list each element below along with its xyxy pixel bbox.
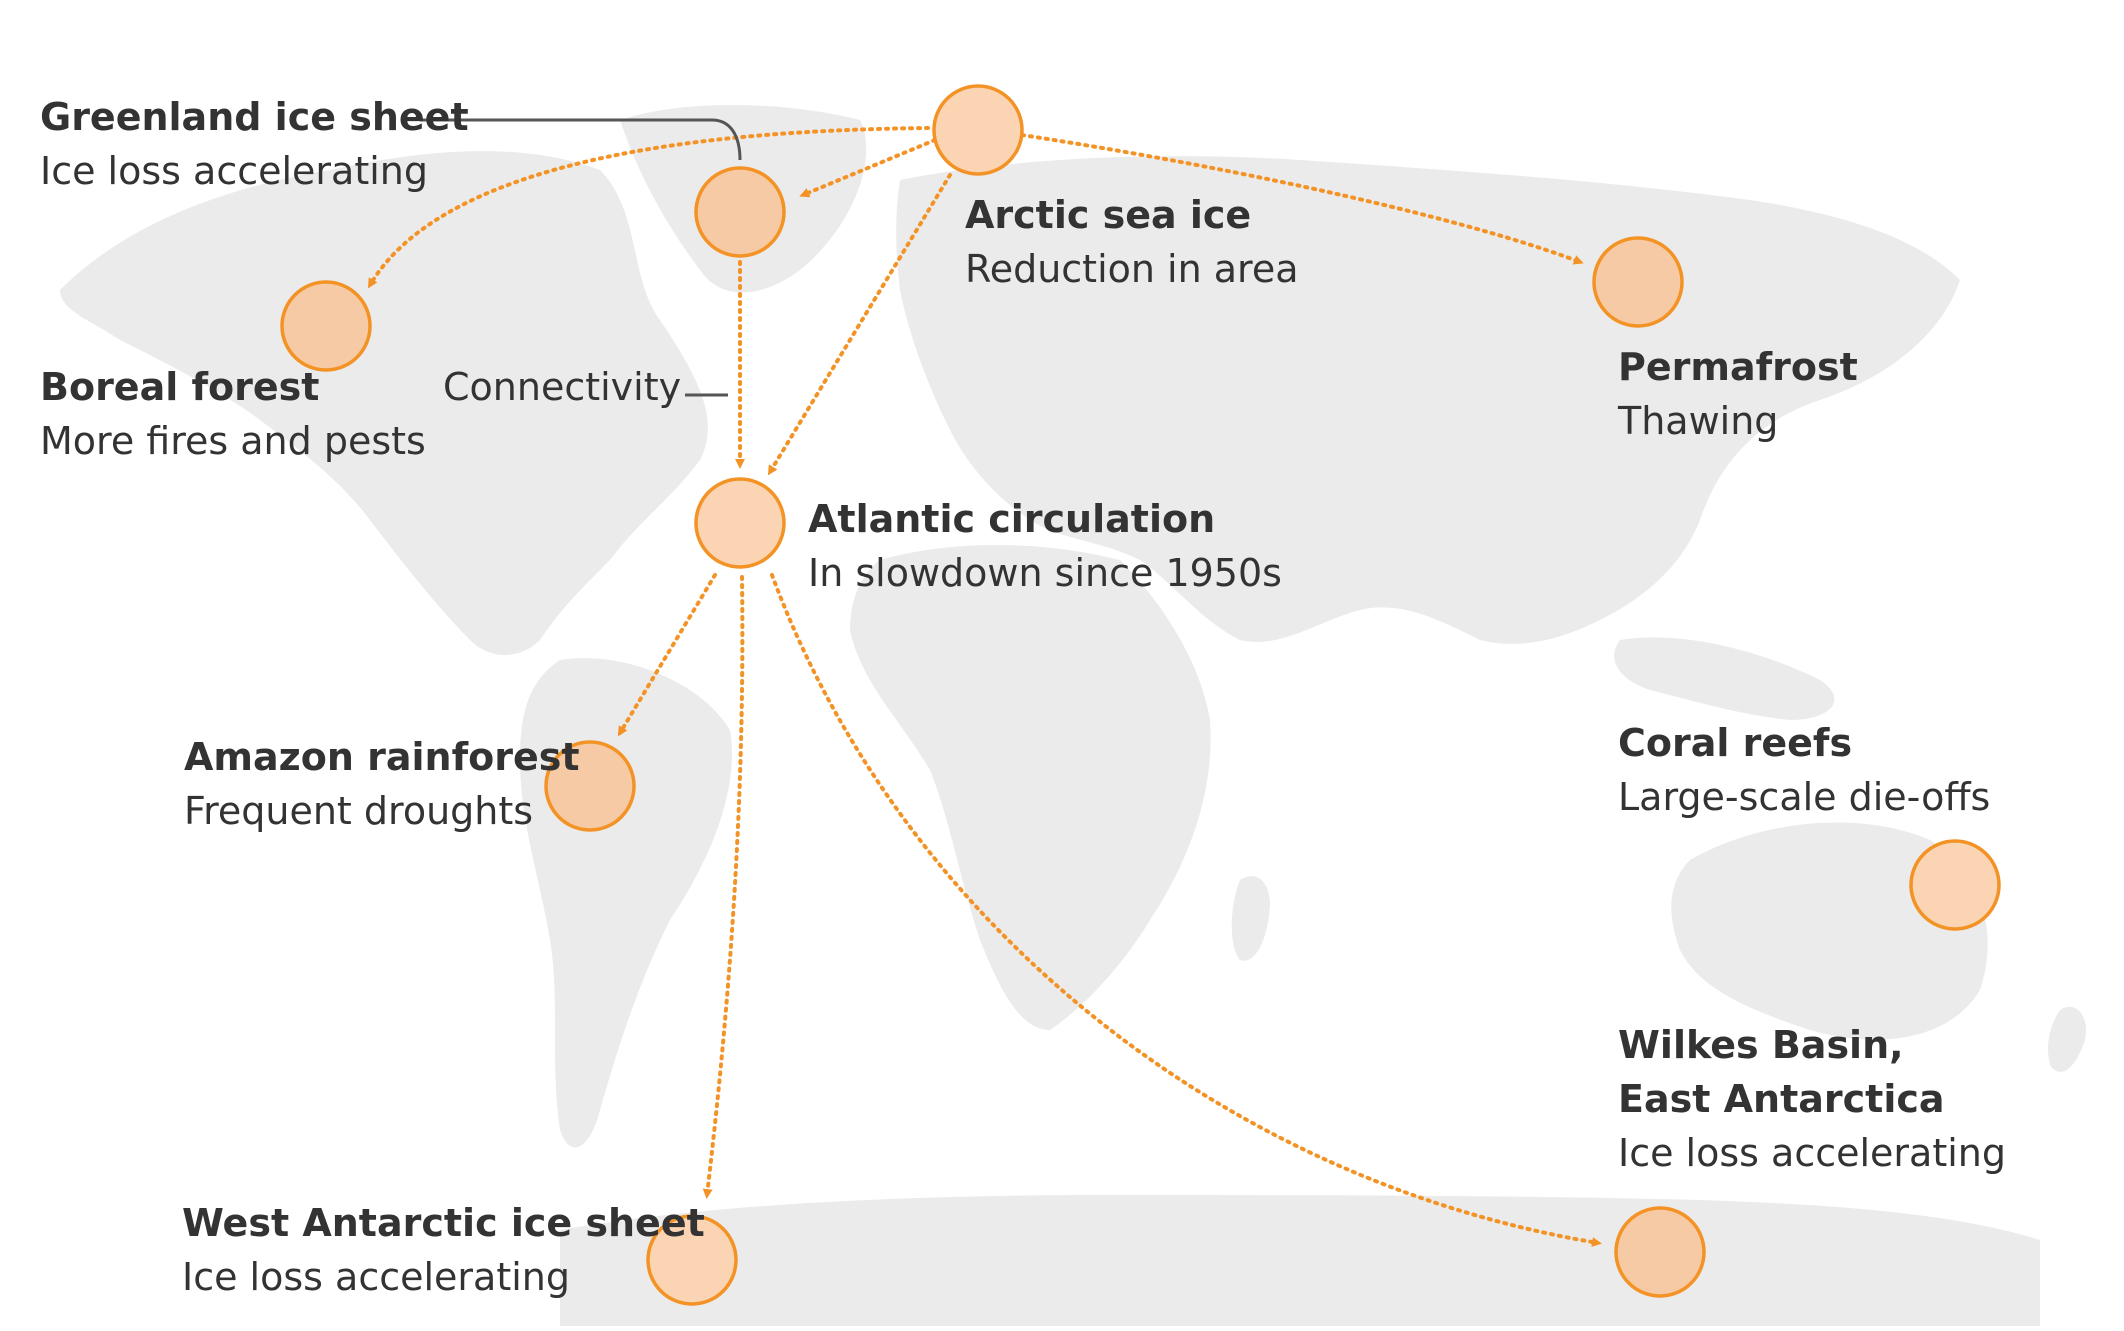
node-amazon-rainforest[interactable] (544, 740, 636, 832)
node-greenland-ice-sheet[interactable] (694, 166, 786, 258)
greenland-subtitle: Ice loss accelerating (40, 149, 428, 193)
landmass-south-america (520, 658, 732, 1148)
node-wilkes-basin[interactable] (1614, 1206, 1706, 1298)
landmass-new-zealand (2048, 1006, 2086, 1072)
arrow-atlantic-to-west-antarctic (702, 575, 745, 1199)
node-coral-reefs[interactable] (1909, 839, 2001, 931)
label-permafrost: Permafrost Thawing (1617, 345, 1858, 443)
greenland-leader-line (420, 118, 742, 161)
west-antarctic-subtitle: Ice loss accelerating (182, 1255, 570, 1299)
wilkes-subtitle: Ice loss accelerating (1618, 1131, 2006, 1175)
arrow-atlantic-to-amazon (617, 573, 717, 737)
label-coral: Coral reefs Large-scale die-offs (1618, 721, 1990, 819)
tipping-point-nodes (280, 84, 2001, 1306)
node-arctic-sea-ice[interactable] (932, 84, 1024, 176)
coral-subtitle: Large-scale die-offs (1618, 775, 1990, 819)
label-arctic: Arctic sea ice Reduction in area (965, 193, 1299, 291)
label-wilkes: Wilkes Basin, East Antarctica Ice loss a… (1618, 1023, 2006, 1175)
label-greenland: Greenland ice sheet Ice loss acceleratin… (40, 95, 469, 193)
node-atlantic-circulation[interactable] (694, 477, 786, 569)
landmass-africa (850, 545, 1211, 1030)
landmass-australia (1671, 822, 1988, 1040)
amazon-title: Amazon rainforest (184, 735, 580, 779)
node-west-antarctic-ice-sheet[interactable] (646, 1214, 738, 1306)
landmass-southeast-asia (1614, 637, 1835, 720)
greenland-title: Greenland ice sheet (40, 95, 469, 139)
label-boreal: Boreal forest More fires and pests (40, 365, 426, 463)
wilkes-title-line2: East Antarctica (1618, 1077, 1945, 1121)
arrow-arctic-to-greenland (799, 138, 937, 198)
coral-title: Coral reefs (1618, 721, 1852, 765)
boreal-title: Boreal forest (40, 365, 319, 409)
label-atlantic: Atlantic circulation In slowdown since 1… (808, 497, 1282, 595)
node-boreal-forest[interactable] (280, 280, 372, 372)
label-west-antarctic: West Antarctic ice sheet Ice loss accele… (182, 1201, 705, 1299)
arrow-arctic-to-boreal (367, 126, 930, 289)
landmass-madagascar (1231, 876, 1270, 961)
permafrost-title: Permafrost (1618, 345, 1858, 389)
boreal-subtitle: More fires and pests (40, 419, 426, 463)
landmass-eurasia (896, 156, 1960, 644)
permafrost-subtitle: Thawing (1617, 399, 1778, 443)
connectivity-legend-label: Connectivity (443, 365, 681, 409)
atlantic-subtitle: In slowdown since 1950s (808, 551, 1282, 595)
label-amazon: Amazon rainforest Frequent droughts (184, 735, 580, 833)
landmass-north-america (60, 151, 708, 655)
node-permafrost[interactable] (1592, 236, 1684, 328)
arrow-arctic-to-atlantic (767, 173, 952, 476)
wilkes-title-line1: Wilkes Basin, (1618, 1023, 1904, 1067)
west-antarctic-title: West Antarctic ice sheet (182, 1201, 705, 1245)
landmass-antarctica (560, 1195, 2040, 1326)
arctic-subtitle: Reduction in area (965, 247, 1299, 291)
arctic-title: Arctic sea ice (965, 193, 1251, 237)
arrow-arctic-to-permafrost (1020, 133, 1584, 265)
arrow-atlantic-to-wilkes (770, 573, 1602, 1247)
atlantic-title: Atlantic circulation (808, 497, 1215, 541)
amazon-subtitle: Frequent droughts (184, 789, 533, 833)
connection-arrows (367, 126, 1602, 1247)
